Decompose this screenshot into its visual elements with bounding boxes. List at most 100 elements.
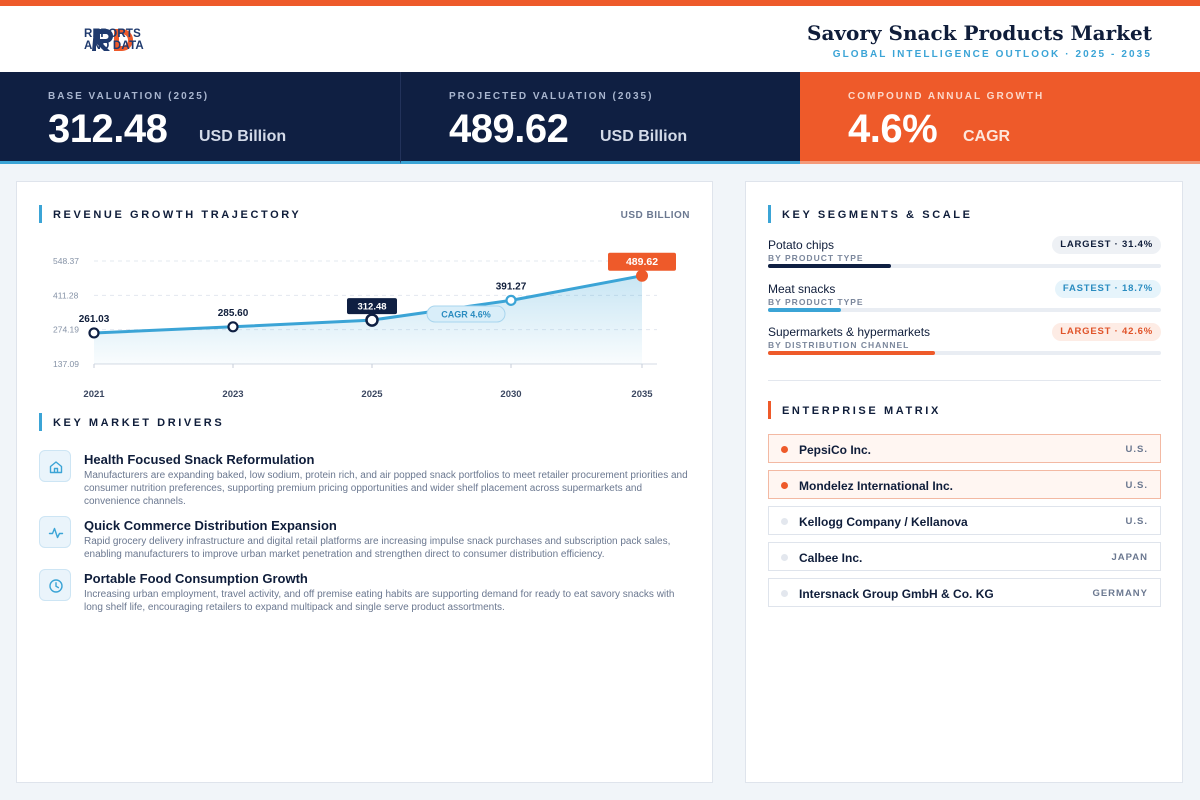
section-divider xyxy=(768,380,1161,381)
data-point xyxy=(88,327,100,339)
brand-logo-text: REPORTS AND DATA xyxy=(84,28,144,52)
company-name: Intersnack Group GmbH & Co. KG xyxy=(799,587,994,601)
chart-area xyxy=(94,275,642,364)
segment-dimension: BY PRODUCT TYPE xyxy=(768,297,864,307)
enterprise-row[interactable]: Kellogg Company / Kellanova U.S. xyxy=(768,506,1161,535)
enterprise-row[interactable]: Mondelez International Inc. U.S. xyxy=(768,470,1161,499)
company-name: Calbee Inc. xyxy=(799,551,863,565)
y-tick-label: 548.37 xyxy=(53,256,79,266)
kpi-projected-valuation: PROJECTED VALUATION (2035) 489.62 USD Bi… xyxy=(400,72,800,164)
segment-badge: LARGEST · 42.6% xyxy=(1052,323,1161,341)
company-country: GERMANY xyxy=(1092,588,1148,599)
kpi-unit: CAGR xyxy=(963,128,1011,145)
company-country: U.S. xyxy=(1125,516,1148,527)
company-name: Mondelez International Inc. xyxy=(799,479,954,493)
data-label: 285.60 xyxy=(218,308,249,319)
data-point xyxy=(505,294,517,306)
home-icon xyxy=(39,450,71,482)
x-tick-label: 2030 xyxy=(500,389,521,400)
segment-badge: LARGEST · 31.4% xyxy=(1052,236,1161,254)
status-dot xyxy=(781,446,788,453)
segment-dimension: BY DISTRIBUTION CHANNEL xyxy=(768,340,910,350)
page-title: Savory Snack Products Market xyxy=(807,21,1152,45)
data-label: 261.03 xyxy=(79,314,110,325)
company-name: PepsiCo Inc. xyxy=(799,443,872,457)
segment-bar-track xyxy=(768,308,1161,312)
clock-icon xyxy=(39,569,71,601)
driver-description: Increasing urban employment, travel acti… xyxy=(84,589,675,613)
top-accent-bar xyxy=(0,0,1200,6)
status-dot xyxy=(781,590,788,597)
x-tick-label: 2023 xyxy=(222,389,243,400)
segments-and-enterprise-card: KEY SEGMENTS & SCALE Potato chips BY PRO… xyxy=(745,181,1183,783)
status-dot xyxy=(781,554,788,561)
kpi-label: BASE VALUATION (2025) xyxy=(48,91,210,102)
segment-item: Meat snacks BY PRODUCT TYPE FASTEST · 18… xyxy=(768,280,1161,322)
header: REPORTS AND DATA Savory Snack Products M… xyxy=(0,6,1200,72)
brand-logo-mark xyxy=(92,29,133,51)
company-country: U.S. xyxy=(1125,480,1148,491)
segment-badge: FASTEST · 18.7% xyxy=(1054,280,1161,298)
svg-text:CAGR 4.6%: CAGR 4.6% xyxy=(441,310,491,320)
segment-bar-track xyxy=(768,264,1161,268)
chart-unit-label: USD BILLION xyxy=(620,210,690,221)
driver-description: Rapid grocery delivery infrastructure an… xyxy=(84,536,671,560)
driver-title: Portable Food Consumption Growth xyxy=(84,571,308,586)
drivers-section-title: KEY MARKET DRIVERS xyxy=(53,417,225,429)
section-accent xyxy=(768,205,771,223)
data-point xyxy=(636,269,648,282)
cagr-pill: CAGR 4.6% xyxy=(426,305,506,323)
company-name: Kellogg Company / Kellanova xyxy=(799,515,968,529)
svg-text:489.62: 489.62 xyxy=(626,256,658,268)
brand-line-1: REPORTS xyxy=(84,28,141,40)
segment-name: Meat snacks xyxy=(768,282,836,296)
revenue-chart: 548.37 411.28 274.19 137.09 2021 2023 2025 203… xyxy=(53,252,676,400)
kpi-value: 489.62 xyxy=(449,107,569,151)
brand-line-2: AND DATA xyxy=(84,40,144,52)
segment-bar-fill xyxy=(768,351,936,355)
data-point xyxy=(227,321,239,333)
enterprise-section-title: ENTERPRISE MATRIX xyxy=(782,405,941,417)
page-subtitle: GLOBAL INTELLIGENCE OUTLOOK · 2025 - 203… xyxy=(832,49,1152,60)
x-tick-label: 2035 xyxy=(631,389,653,400)
kpi-cagr: COMPOUND ANNUAL GROWTH 4.6% CAGR xyxy=(800,72,1200,164)
kpi-label: COMPOUND ANNUAL GROWTH xyxy=(848,91,1045,102)
segments-section-title: KEY SEGMENTS & SCALE xyxy=(782,209,973,221)
x-tick-label: 2025 xyxy=(361,389,383,400)
status-dot xyxy=(781,482,788,489)
section-accent xyxy=(768,401,771,419)
enterprise-row[interactable]: Calbee Inc. JAPAN xyxy=(768,542,1161,571)
y-tick-label: 411.28 xyxy=(53,290,79,300)
segment-name: Supermarkets & hypermarkets xyxy=(768,325,931,339)
company-country: JAPAN xyxy=(1111,552,1148,563)
segment-item: Supermarkets & hypermarkets BY DISTRIBUT… xyxy=(768,323,1161,365)
enterprise-row[interactable]: PepsiCo Inc. U.S. xyxy=(768,434,1161,463)
kpi-unit: USD Billion xyxy=(199,128,287,145)
driver-title: Quick Commerce Distribution Expansion xyxy=(84,518,337,533)
driver-description: Manufacturers are expanding baked, low s… xyxy=(84,470,688,507)
revenue-section-title: REVENUE GROWTH TRAJECTORY xyxy=(53,209,302,221)
section-accent xyxy=(39,413,42,431)
y-tick-label: 137.09 xyxy=(53,359,79,369)
svg-text:312.48: 312.48 xyxy=(357,302,386,313)
segment-dimension: BY PRODUCT TYPE xyxy=(768,253,864,263)
segment-bar-track xyxy=(768,351,1161,355)
data-label: 312.48 xyxy=(347,298,397,315)
enterprise-row[interactable]: Intersnack Group GmbH & Co. KG GERMANY xyxy=(768,578,1161,607)
data-label: 489.62 xyxy=(608,252,676,271)
driver-title: Health Focused Snack Reformulation xyxy=(84,452,315,467)
segment-item: Potato chips BY PRODUCT TYPE LARGEST · 3… xyxy=(768,236,1161,278)
revenue-and-drivers-card: REVENUE GROWTH TRAJECTORY USD BILLION 54… xyxy=(16,181,713,783)
segment-bar-fill xyxy=(768,308,842,312)
kpi-label: PROJECTED VALUATION (2035) xyxy=(449,91,654,102)
data-point xyxy=(365,313,379,327)
kpi-value: 312.48 xyxy=(48,107,168,151)
segment-name: Potato chips xyxy=(768,238,835,252)
activity-icon xyxy=(39,516,71,548)
status-dot xyxy=(781,518,788,525)
kpi-base-valuation: BASE VALUATION (2025) 312.48 USD Billion xyxy=(0,72,400,164)
segment-bar-fill xyxy=(768,264,892,268)
data-label: 391.27 xyxy=(496,281,527,292)
section-accent xyxy=(39,205,42,223)
y-tick-label: 274.19 xyxy=(53,325,79,335)
